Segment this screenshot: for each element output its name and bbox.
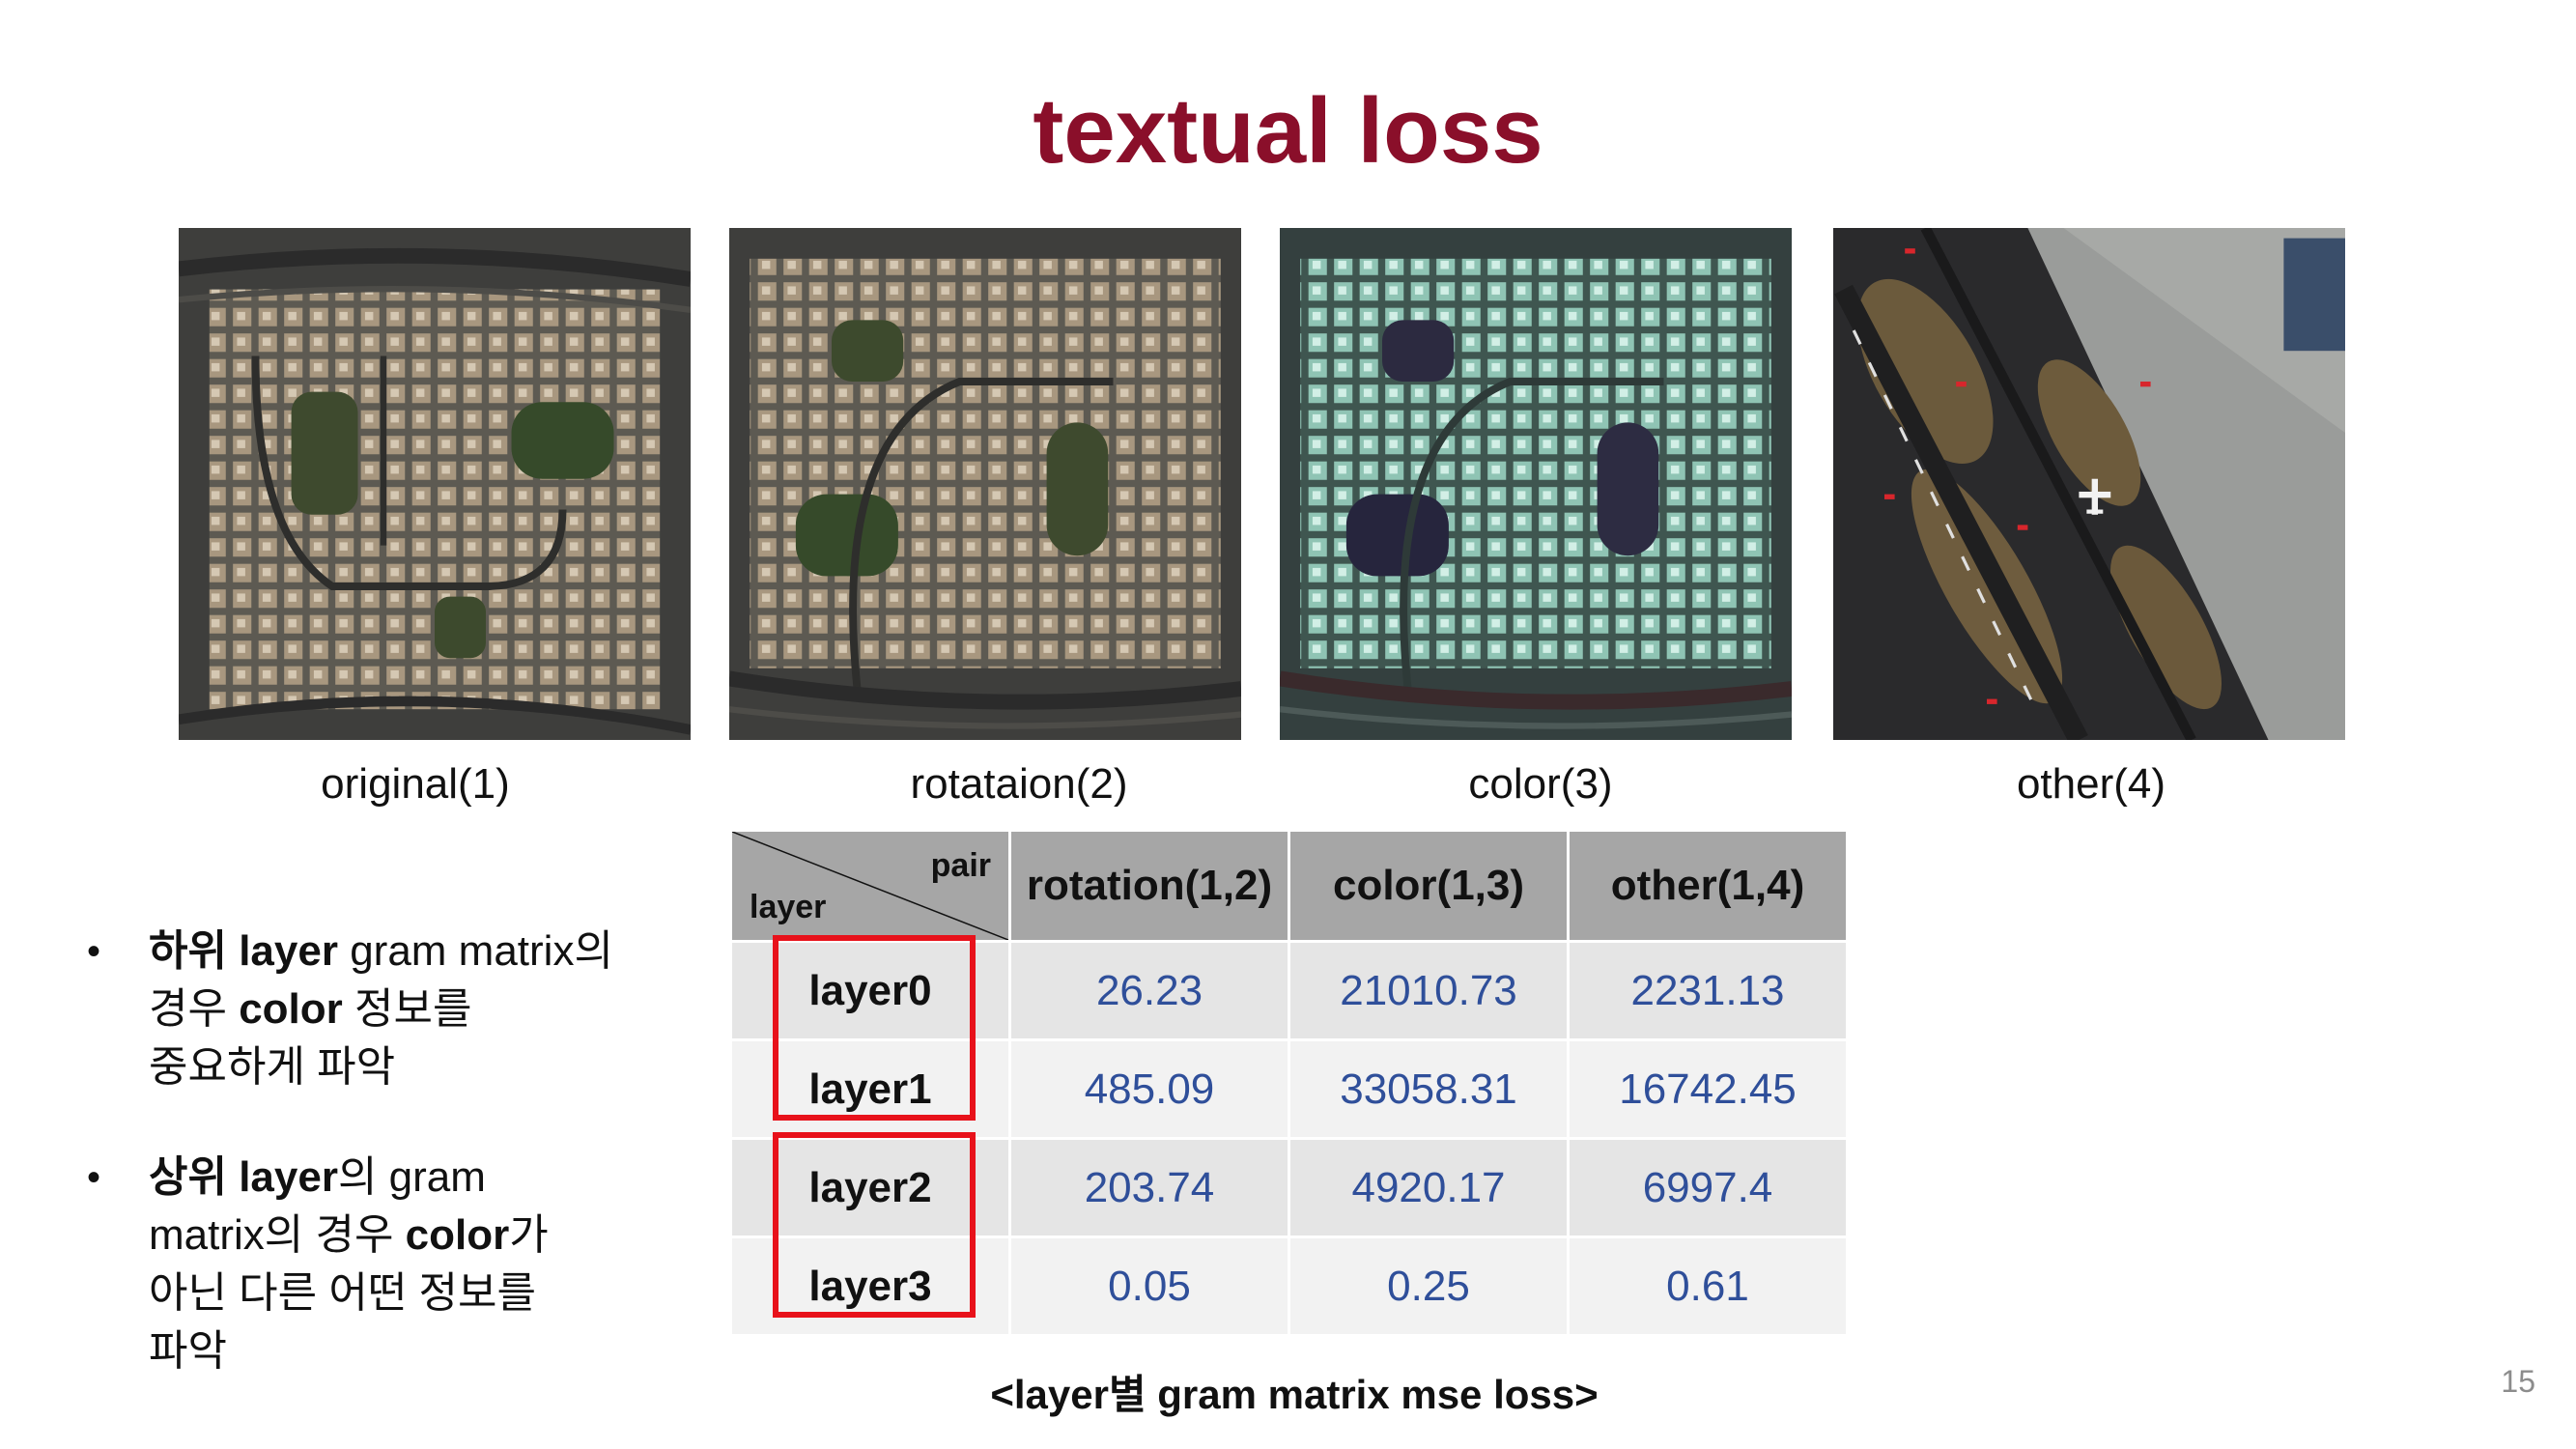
slide-title: textual loss xyxy=(1033,79,1543,183)
table-cell: 2231.13 xyxy=(1567,940,1849,1041)
bullet-line: 상위 layer의 gram xyxy=(149,1149,684,1207)
bullet-bold-text: color xyxy=(239,985,343,1033)
bullet-line: 경우 color 정보를 xyxy=(149,980,684,1038)
bullet-list: • 하위 layer gram matrix의 경우 color 정보를 중요하… xyxy=(85,923,684,1433)
bullet-bold-text: color xyxy=(405,1211,510,1259)
satellite-image-original xyxy=(179,228,691,740)
table-cell: 4920.17 xyxy=(1288,1137,1570,1238)
bullet-bold-text: 상위 xyxy=(149,1153,227,1201)
bullet-bold-text: layer xyxy=(239,1153,338,1201)
bullet-bold-text: layer xyxy=(239,927,338,975)
table-cell: 0.25 xyxy=(1288,1236,1570,1337)
page-number: 15 xyxy=(2501,1364,2535,1399)
column-header: rotation(1,2) xyxy=(1008,829,1290,943)
table-cell: 33058.31 xyxy=(1288,1038,1570,1140)
table-row: layer1 485.09 33058.31 16742.45 xyxy=(729,1038,1849,1140)
bullet-line: 하위 layer gram matrix의 xyxy=(149,923,684,980)
satellite-image-color xyxy=(1280,228,1792,740)
bullet-item: • 상위 layer의 gram matrix의 경우 color가 아닌 다른… xyxy=(85,1149,684,1380)
bullet-text xyxy=(227,927,239,975)
bullet-text xyxy=(227,1153,239,1201)
bullet-bold-text: 하위 xyxy=(149,927,227,975)
highlight-box-upper-layers xyxy=(773,1132,976,1318)
satellite-image-other xyxy=(1833,228,2345,740)
table-cell: 0.05 xyxy=(1008,1236,1290,1337)
bullet-marker: • xyxy=(87,930,101,973)
bullet-text: 의 gram xyxy=(337,1153,486,1201)
corner-label-layer: layer xyxy=(750,889,827,925)
bullet-text: 정보를 xyxy=(342,985,472,1033)
bullet-line: 아닌 다른 어떤 정보를 xyxy=(149,1269,536,1317)
table-cell: 16742.45 xyxy=(1567,1038,1849,1140)
column-header: other(1,4) xyxy=(1567,829,1849,943)
table-cell: 26.23 xyxy=(1008,940,1290,1041)
diagonal-divider xyxy=(732,832,1008,940)
bullet-line: 중요하게 파악 xyxy=(149,1043,396,1091)
table-cell: 203.74 xyxy=(1008,1137,1290,1238)
bullet-item: • 하위 layer gram matrix의 경우 color 정보를 중요하… xyxy=(85,923,684,1096)
table-corner-cell: pair layer xyxy=(729,829,1011,943)
caption-other: other(4) xyxy=(2016,760,2166,808)
table-cell: 0.61 xyxy=(1567,1236,1849,1337)
table-cell: 6997.4 xyxy=(1567,1137,1849,1238)
table-row: layer3 0.05 0.25 0.61 xyxy=(729,1236,1849,1337)
bullet-text: gram matrix의 xyxy=(337,927,613,975)
column-header: color(1,3) xyxy=(1288,829,1570,943)
bullet-text: 경우 xyxy=(149,985,240,1033)
caption-color: color(3) xyxy=(1468,760,1613,808)
highlight-box-lower-layers xyxy=(773,935,976,1121)
table-caption: <layer별 gram matrix mse loss> xyxy=(990,1372,1599,1417)
bullet-text: matrix의 경우 xyxy=(149,1211,406,1259)
caption-original: original(1) xyxy=(321,760,510,808)
table-header-row: pair layer rotation(1,2) color(1,3) othe… xyxy=(729,829,1849,943)
bullet-marker: • xyxy=(87,1156,101,1199)
bullet-line: 파악 xyxy=(149,1327,227,1375)
table-cell: 485.09 xyxy=(1008,1038,1290,1140)
bullet-text: 가 xyxy=(509,1211,549,1259)
corner-label-pair: pair xyxy=(930,847,991,884)
caption-rotation: rotataion(2) xyxy=(910,760,1128,808)
bullet-line: matrix의 경우 color가 xyxy=(149,1207,684,1264)
satellite-image-rotation xyxy=(729,228,1241,740)
table-cell: 21010.73 xyxy=(1288,940,1570,1041)
